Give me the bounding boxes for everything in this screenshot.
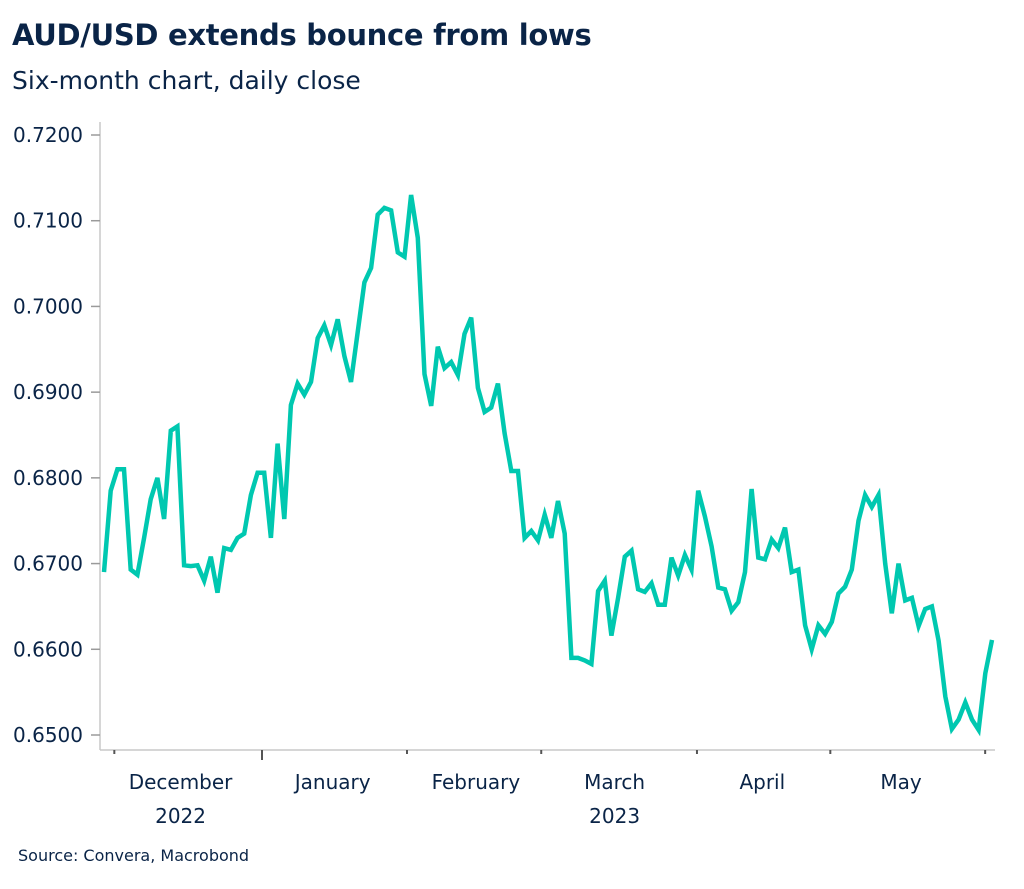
y-tick-label: 0.7100 <box>13 209 83 233</box>
chart-subtitle: Six-month chart, daily close <box>12 66 361 95</box>
y-tick-label: 0.6800 <box>13 466 83 490</box>
y-tick-label: 0.6600 <box>13 637 83 661</box>
x-tick-year-label: 2022 <box>155 804 206 828</box>
x-tick-label: May <box>880 770 922 794</box>
y-tick-label: 0.6500 <box>13 723 83 747</box>
series-line-audusd <box>101 194 995 737</box>
x-tick-label: January <box>293 770 371 794</box>
y-tick-label: 0.7000 <box>13 294 83 318</box>
series-group <box>101 194 995 737</box>
x-axis-ticks: December 2022 January February March 2023 Apri… <box>113 750 987 828</box>
x-tick-label: December <box>129 770 233 794</box>
y-tick-label: 0.6700 <box>13 552 83 576</box>
chart-title: AUD/USD extends bounce from lows <box>12 18 592 52</box>
y-axis-ticks: 0.7200 0.7100 0.7000 0.6900 0.6800 0.6700 0.66… <box>13 123 100 747</box>
x-tick-label: March <box>584 770 645 794</box>
x-tick-label: February <box>432 770 521 794</box>
x-tick-year-label: 2023 <box>589 804 640 828</box>
x-tick-label: April <box>739 770 785 794</box>
source-note: Source: Convera, Macrobond <box>18 846 250 865</box>
y-tick-label: 0.6900 <box>13 380 83 404</box>
axes <box>99 122 995 751</box>
y-tick-label: 0.7200 <box>13 123 83 147</box>
